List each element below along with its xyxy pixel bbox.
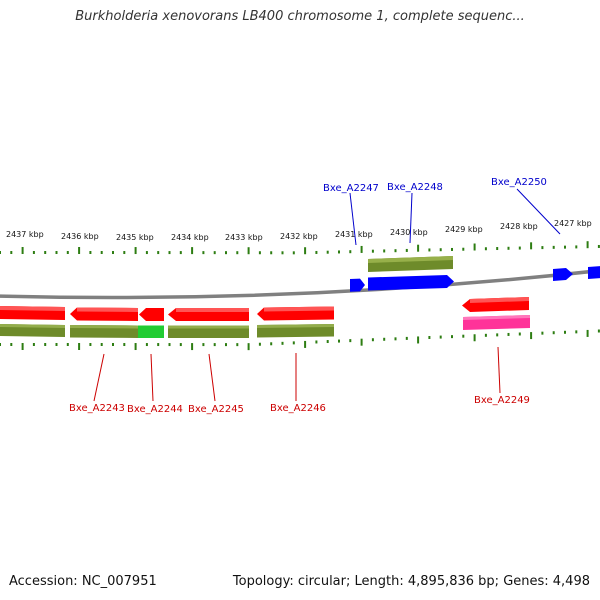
gene-label-bxe-a2244[interactable]: Bxe_A2244 [127,404,183,415]
scale-label: 2432 kbp [280,232,318,241]
gene-bar-bxe-a2245[interactable] [168,325,249,339]
cds-shine [470,297,529,303]
scale-label: 2436 kbp [61,232,99,241]
leader-bxe-a2243 [93,353,105,402]
scale-label: 2431 kbp [335,230,373,239]
gene-label-bxe-a2247[interactable]: Bxe_A2247 [323,183,379,194]
cds-bxe-a2250-partial[interactable] [553,268,573,281]
leader-bxe-a2247 [349,192,357,246]
gene-label-bxe-a2246[interactable]: Bxe_A2246 [270,403,326,414]
reverse-cds [0,297,529,321]
map-title: Burkholderia xenovorans LB400 chromosome… [75,9,525,24]
gene-bar-shine [168,325,249,329]
reverse-gene-bars [0,315,530,338]
cds-offscreen-forward[interactable] [588,266,600,279]
scale-label: 2428 kbp [500,222,538,231]
scale-label: 2433 kbp [225,233,263,242]
scale-labels: 2437 kbp 2436 kbp 2435 kbp 2434 kbp 2433 kbp… [6,219,592,242]
leader-bxe-a2250 [516,188,561,235]
gene-bar-bxe-a2248-highlight [368,256,453,263]
gene-label-bxe-a2248[interactable]: Bxe_A2248 [387,182,443,193]
gene-bar-shine [0,324,65,328]
cds-shine [77,307,138,312]
cds-shine [176,308,249,312]
cds-shine [264,306,334,312]
gene-bar-bxe-a2244[interactable] [138,325,164,339]
topology-text: Topology: circular; [232,574,351,589]
label-leader-lines [93,188,561,402]
gene-bar-shine [463,315,530,320]
gene-label-bxe-a2250[interactable]: Bxe_A2250 [491,177,547,188]
leader-bxe-a2245 [208,353,216,402]
forward-cds [350,266,600,292]
gene-label-bxe-a2243[interactable]: Bxe_A2243 [69,403,125,414]
leader-bxe-a2248 [409,192,413,244]
leader-bxe-a2244 [150,353,154,402]
gene-label-bxe-a2249[interactable]: Bxe_A2249 [474,395,530,406]
sequence-summary: Topology: circular; Length: 4,895,836 bp… [233,574,590,589]
cds-bxe-a2248[interactable] [368,275,454,291]
gene-labels: Bxe_A2247 Bxe_A2248 Bxe_A2250 Bxe_A2243 … [69,177,547,415]
forward-gene-bars [368,256,453,272]
chromosome-backbone [0,268,600,300]
genes-text: Genes: 4,498 [503,574,590,589]
scale-label: 2435 kbp [116,233,154,242]
leader-bxe-a2249 [497,346,501,394]
gene-label-bxe-a2245[interactable]: Bxe_A2245 [188,404,244,415]
cds-bxe-a2244[interactable] [139,308,164,321]
scale-label: 2437 kbp [6,230,44,239]
cds-shine [0,306,65,311]
accession-info: Accession: NC_007951 [9,574,157,589]
cds-bxe-a2247[interactable] [350,278,365,292]
scale-label: 2429 kbp [445,225,483,234]
length-text: Length: 4,895,836 bp; [354,574,500,589]
gene-bar-shine [257,324,334,328]
scale-label: 2427 kbp [554,219,592,228]
gene-bar-shine [70,325,138,329]
scale-ticks-inner [0,329,600,351]
scale-label: 2434 kbp [171,233,209,242]
scale-label: 2430 kbp [390,228,428,237]
scale-ticks-outer [0,241,600,255]
